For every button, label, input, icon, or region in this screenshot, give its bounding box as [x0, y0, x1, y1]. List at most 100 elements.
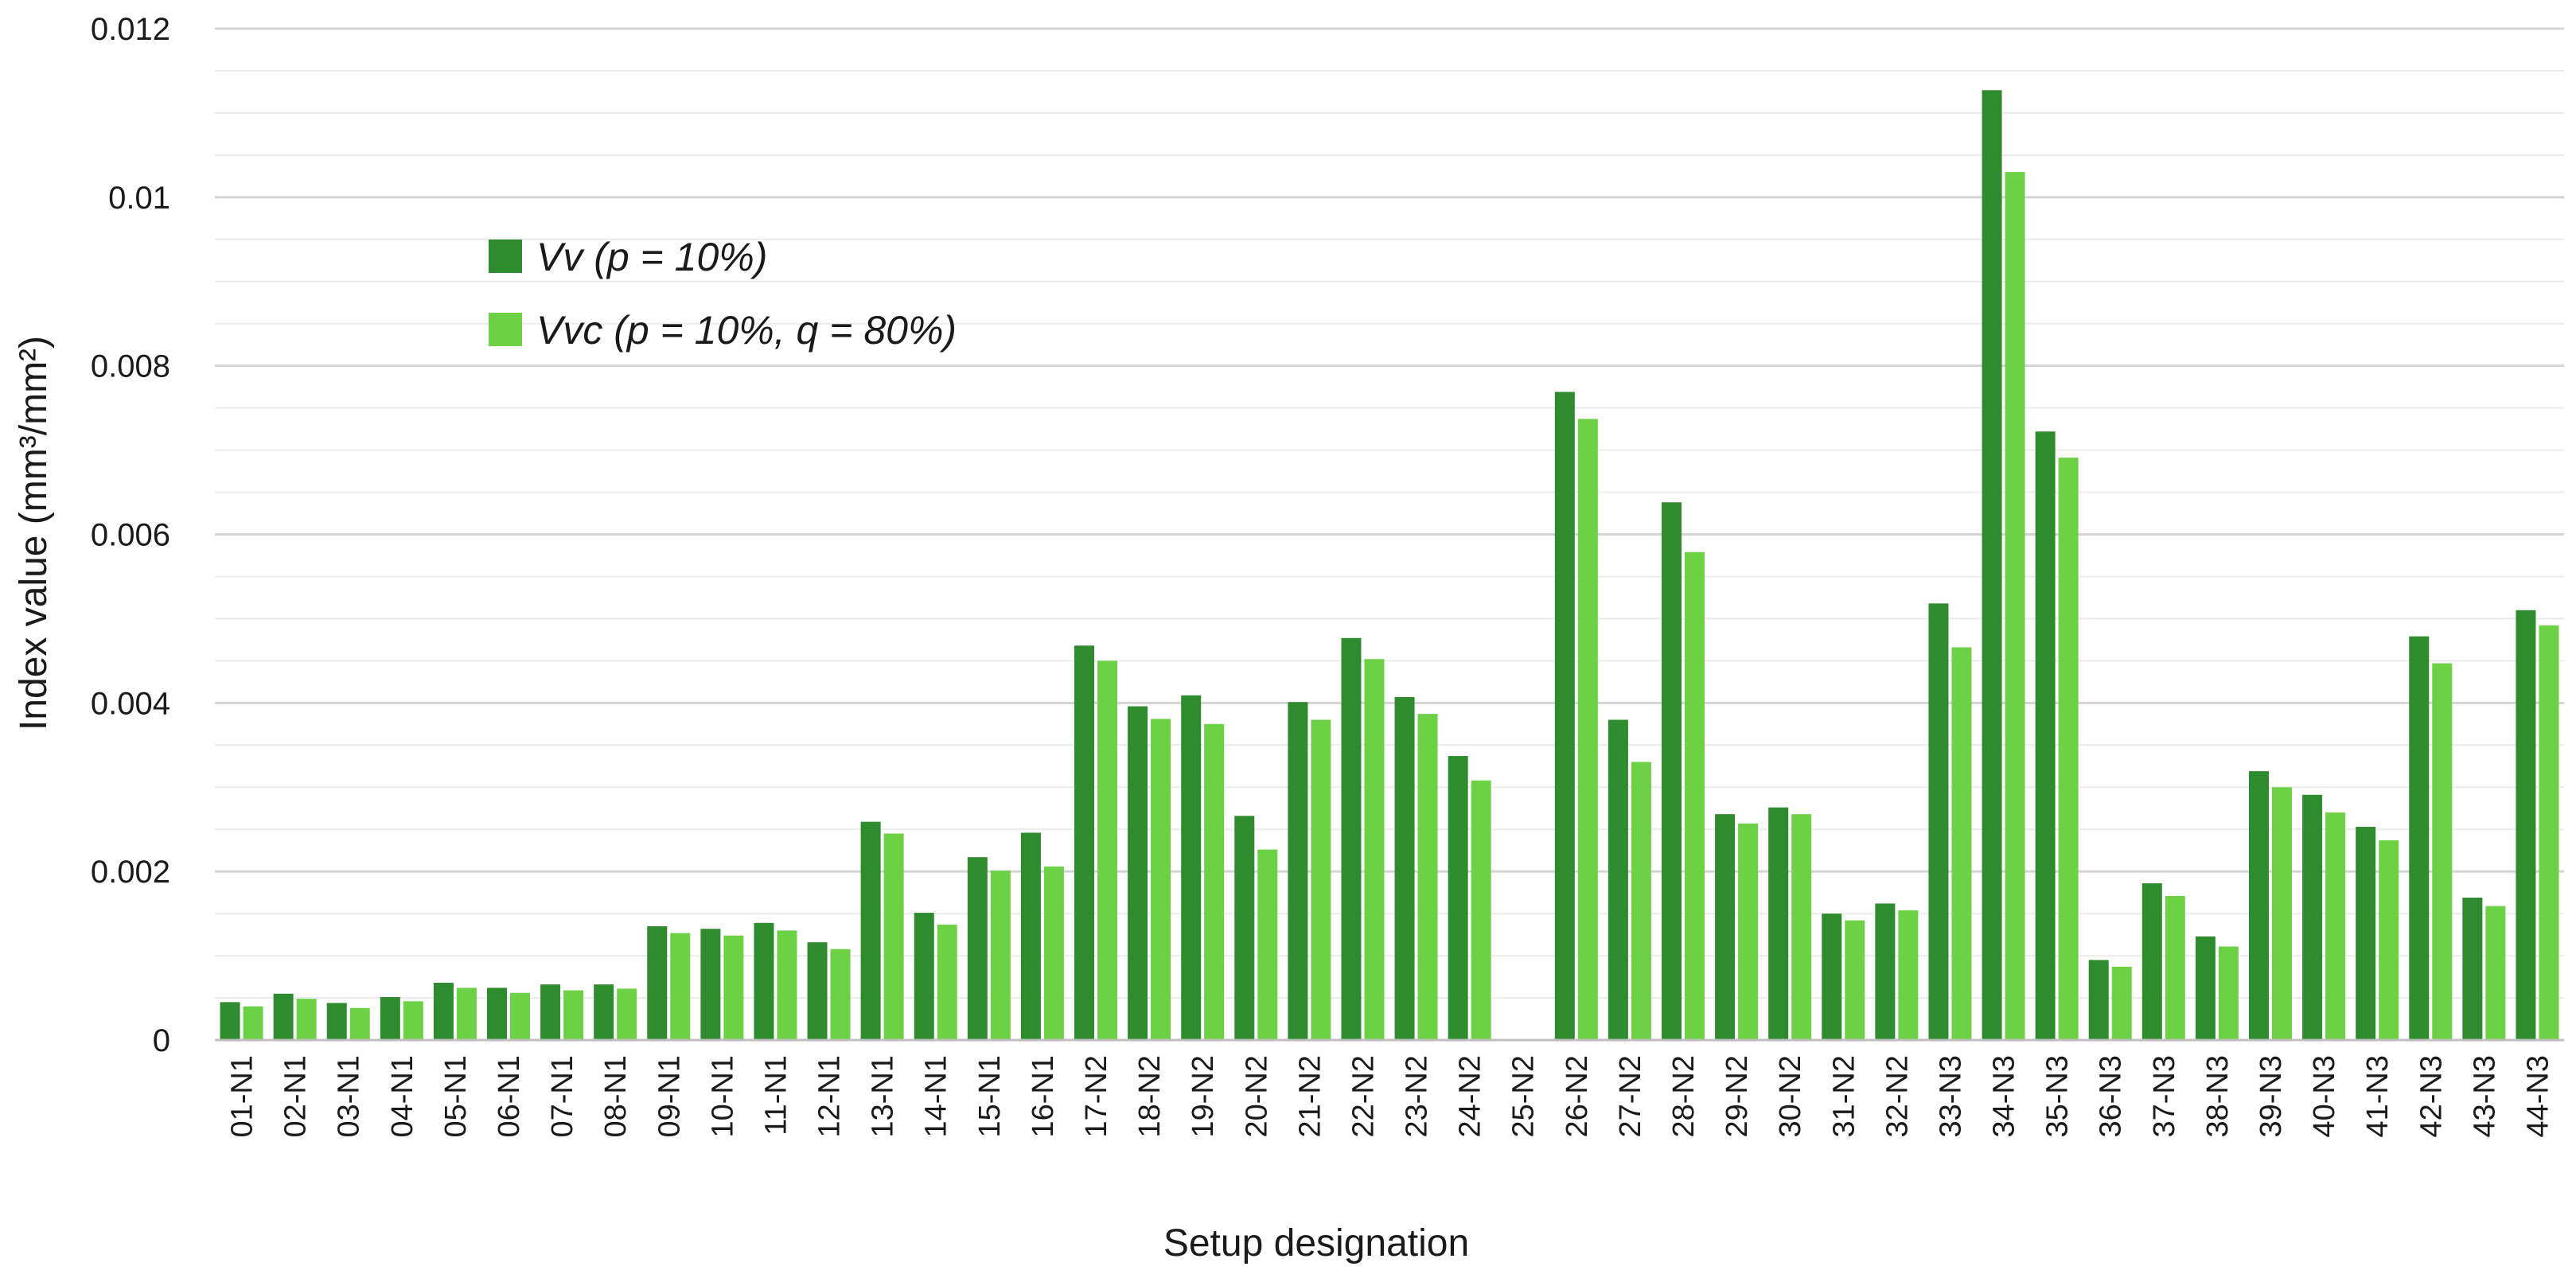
bar-vvc-11-N1 — [777, 930, 797, 1040]
x-tick-label: 01-N1 — [226, 1055, 259, 1138]
x-tick-label: 42-N3 — [2414, 1055, 2448, 1138]
bar-vvc-36-N3 — [2111, 966, 2132, 1040]
x-tick-label: 07-N1 — [546, 1055, 579, 1138]
x-axis-title: Setup designation — [1163, 1222, 1469, 1264]
bar-vvc-20-N2 — [1257, 849, 1278, 1040]
legend-swatch-vv — [489, 240, 522, 273]
bar-vv-33-N3 — [1928, 603, 1949, 1040]
bar-vv-42-N3 — [2409, 636, 2430, 1040]
bar-vv-26-N2 — [1554, 392, 1575, 1040]
x-tick-label: 13-N1 — [867, 1055, 900, 1138]
bar-vvc-38-N3 — [2218, 946, 2239, 1040]
bar-vvc-33-N3 — [1951, 647, 1972, 1040]
gridlines — [215, 27, 2564, 999]
x-tick-label: 02-N1 — [279, 1055, 313, 1138]
bar-vvc-43-N3 — [2485, 906, 2506, 1040]
bar-vvc-31-N2 — [1845, 920, 1865, 1040]
y-tick-label: 0.006 — [91, 518, 170, 553]
x-tick-label: 11-N1 — [759, 1055, 793, 1136]
x-tick-label: 19-N2 — [1187, 1055, 1220, 1138]
x-tick-label: 29-N2 — [1721, 1055, 1754, 1138]
bar-vv-37-N3 — [2141, 883, 2162, 1040]
bar-vvc-41-N3 — [2379, 840, 2399, 1040]
legend-label-vv: Vv (p = 10%) — [536, 235, 767, 279]
x-tick-label: 06-N1 — [493, 1055, 526, 1138]
bar-vv-08-N1 — [594, 984, 614, 1040]
bar-vvc-30-N2 — [1791, 814, 1812, 1040]
bar-vv-06-N1 — [487, 988, 507, 1040]
x-tick-label: 17-N2 — [1080, 1055, 1113, 1138]
x-tick-label: 40-N3 — [2308, 1055, 2341, 1138]
bar-vvc-18-N2 — [1151, 719, 1171, 1040]
x-tick-label: 39-N3 — [2254, 1055, 2288, 1138]
bar-vv-09-N1 — [647, 926, 668, 1040]
bar-vv-34-N3 — [1982, 90, 2002, 1040]
x-tick-label: 27-N2 — [1614, 1055, 1647, 1138]
x-tick-label: 12-N1 — [813, 1055, 847, 1138]
x-tick-label: 25-N2 — [1507, 1055, 1541, 1138]
y-tick-label: 0.01 — [108, 181, 170, 216]
bar-vvc-09-N1 — [670, 933, 691, 1040]
bar-vv-02-N1 — [273, 993, 294, 1040]
bar-vvc-13-N1 — [883, 833, 904, 1040]
bar-vv-39-N3 — [2249, 771, 2269, 1040]
bar-vvc-29-N2 — [1738, 823, 1759, 1040]
bar-vvc-27-N2 — [1631, 762, 1651, 1040]
x-tick-label: 09-N1 — [653, 1055, 686, 1138]
bar-vv-05-N1 — [433, 982, 454, 1040]
bar-vv-30-N2 — [1768, 807, 1789, 1040]
x-tick-label: 18-N2 — [1133, 1055, 1167, 1138]
bar-vv-27-N2 — [1608, 719, 1628, 1040]
x-tick-label: 24-N2 — [1454, 1055, 1487, 1138]
bar-vv-19-N2 — [1181, 695, 1202, 1040]
x-tick-label: 20-N2 — [1240, 1055, 1273, 1138]
x-tick-label: 05-N1 — [439, 1055, 473, 1138]
bar-vv-15-N1 — [967, 857, 988, 1040]
bar-vv-44-N3 — [2516, 610, 2536, 1040]
x-tick-label: 14-N1 — [920, 1055, 953, 1138]
legend-label-vvc: Vvc (p = 10%, q = 80%) — [536, 308, 957, 353]
bar-vvc-07-N1 — [563, 990, 584, 1040]
bar-vvc-44-N3 — [2539, 625, 2559, 1040]
bar-vv-07-N1 — [540, 984, 561, 1040]
bar-vvc-16-N1 — [1043, 866, 1064, 1040]
bar-vvc-01-N1 — [243, 1006, 263, 1040]
bar-vvc-39-N3 — [2272, 787, 2292, 1040]
bar-vv-04-N1 — [380, 996, 400, 1040]
bar-vv-41-N3 — [2356, 827, 2376, 1040]
legend-swatch-vvc — [489, 313, 522, 346]
x-tick-label: 16-N1 — [1027, 1055, 1060, 1138]
x-tick-label: 36-N3 — [2095, 1055, 2128, 1138]
bar-vvc-05-N1 — [456, 988, 477, 1040]
x-tick-label: 32-N2 — [1880, 1055, 1914, 1138]
legend: Vv (p = 10%) Vvc (p = 10%, q = 80%) — [489, 235, 957, 353]
x-tick-label: 15-N1 — [973, 1055, 1007, 1138]
bar-vv-24-N2 — [1448, 756, 1468, 1040]
bar-vv-16-N1 — [1020, 832, 1041, 1040]
bar-vv-10-N1 — [700, 929, 721, 1040]
x-tick-label: 44-N3 — [2521, 1055, 2555, 1138]
x-tick-label: 37-N3 — [2148, 1055, 2181, 1138]
bar-vvc-14-N1 — [937, 924, 957, 1040]
bar-vvc-34-N3 — [2005, 172, 2025, 1040]
bar-vv-22-N2 — [1341, 637, 1362, 1040]
bar-vv-13-N1 — [860, 821, 881, 1040]
bar-vv-31-N2 — [1822, 914, 1842, 1040]
bar-vvc-23-N2 — [1417, 714, 1438, 1040]
bar-vvc-12-N1 — [830, 949, 851, 1040]
bar-vv-11-N1 — [754, 922, 774, 1040]
x-tick-label: 38-N3 — [2201, 1055, 2235, 1138]
y-tick-label: 0.008 — [91, 349, 170, 384]
x-tick-label: 43-N3 — [2468, 1055, 2501, 1138]
bar-vv-32-N2 — [1875, 903, 1896, 1040]
bar-vvc-21-N2 — [1311, 719, 1331, 1040]
bar-vv-01-N1 — [220, 1002, 240, 1040]
x-tick-label: 03-N1 — [333, 1055, 366, 1138]
x-tick-label: 31-N2 — [1827, 1055, 1861, 1138]
bar-vv-14-N1 — [914, 913, 934, 1040]
y-tick-label: 0.012 — [91, 12, 170, 47]
y-axis-title: Index value (mm³/mm²) — [13, 336, 55, 731]
x-tick-label: 34-N3 — [1988, 1055, 2021, 1138]
